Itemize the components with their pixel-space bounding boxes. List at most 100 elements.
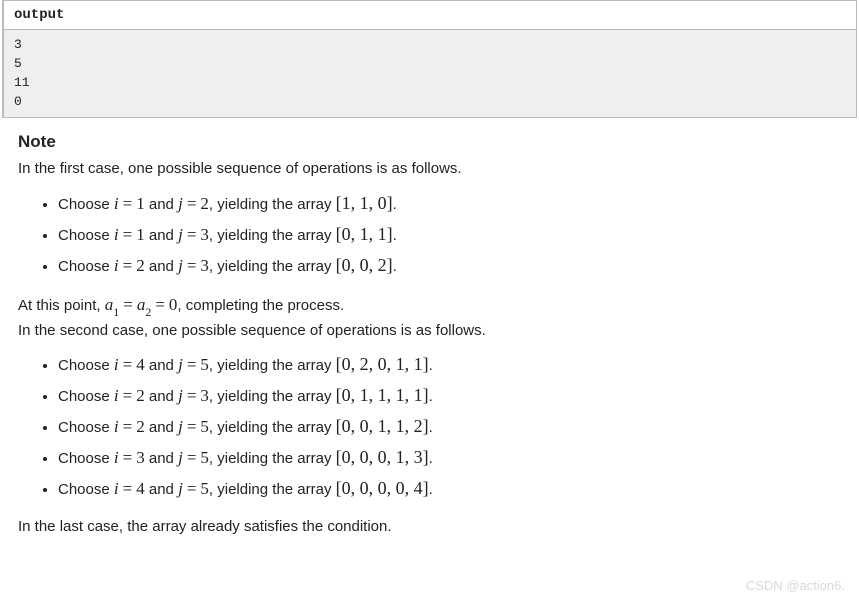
val-j: 2 bbox=[200, 194, 209, 213]
sub2: 2 bbox=[145, 305, 151, 319]
text: Choose bbox=[58, 357, 114, 374]
text: , yielding the array bbox=[209, 450, 336, 467]
text: . bbox=[429, 419, 433, 436]
text: , yielding the array bbox=[209, 227, 336, 244]
val-i: 1 bbox=[136, 194, 145, 213]
text: and bbox=[145, 388, 178, 405]
output-line: 5 bbox=[14, 56, 22, 71]
note-lastline: In the last case, the array already sati… bbox=[18, 516, 841, 538]
array: [0, 0, 2] bbox=[336, 255, 393, 275]
output-line: 11 bbox=[14, 75, 30, 90]
val-j: 5 bbox=[200, 448, 209, 467]
text: and bbox=[145, 196, 178, 213]
text: Choose bbox=[58, 388, 114, 405]
text: Choose bbox=[58, 481, 114, 498]
val-i: 4 bbox=[136, 479, 145, 498]
val-i: 2 bbox=[136, 417, 145, 436]
text: and bbox=[145, 258, 178, 275]
text: and bbox=[145, 419, 178, 436]
equals: = bbox=[119, 355, 137, 374]
note-heading: Note bbox=[18, 132, 841, 152]
val-i: 2 bbox=[136, 256, 145, 275]
text: and bbox=[145, 357, 178, 374]
case2-list: Choose i=4 and j=5, yielding the array [… bbox=[18, 351, 841, 502]
text: and bbox=[145, 227, 178, 244]
array: [0, 1, 1] bbox=[336, 224, 393, 244]
val-j: 5 bbox=[200, 417, 209, 436]
list-item: Choose i=4 and j=5, yielding the array [… bbox=[58, 351, 841, 378]
text: , completing the process. bbox=[177, 297, 344, 314]
sub1: 1 bbox=[113, 305, 119, 319]
equals: = bbox=[151, 295, 169, 314]
equals: = bbox=[119, 448, 137, 467]
list-item: Choose i=3 and j=5, yielding the array [… bbox=[58, 444, 841, 471]
list-item: Choose i=2 and j=3, yielding the array [… bbox=[58, 252, 841, 279]
text: , yielding the array bbox=[209, 258, 336, 275]
var-i: i bbox=[114, 194, 119, 213]
text: . bbox=[429, 357, 433, 374]
text: . bbox=[393, 196, 397, 213]
val-j: 3 bbox=[200, 225, 209, 244]
text: and bbox=[145, 481, 178, 498]
note-section: Note In the first case, one possible seq… bbox=[0, 132, 859, 538]
var-i: i bbox=[114, 386, 119, 405]
list-item: Choose i=1 and j=2, yielding the array [… bbox=[58, 190, 841, 217]
text: Choose bbox=[58, 227, 114, 244]
equals: = bbox=[183, 479, 201, 498]
text: , yielding the array bbox=[209, 481, 336, 498]
var-i: i bbox=[114, 448, 119, 467]
note-intro-1: In the first case, one possible sequence… bbox=[18, 158, 841, 180]
equals: = bbox=[119, 386, 137, 405]
val-i: 2 bbox=[136, 386, 145, 405]
equals: = bbox=[183, 417, 201, 436]
equals: = bbox=[119, 256, 137, 275]
text: , yielding the array bbox=[209, 196, 336, 213]
case1-list: Choose i=1 and j=2, yielding the array [… bbox=[18, 190, 841, 279]
text: , yielding the array bbox=[209, 357, 336, 374]
text: Choose bbox=[58, 196, 114, 213]
equals: = bbox=[183, 225, 201, 244]
equals: = bbox=[119, 295, 137, 314]
var-i: i bbox=[114, 256, 119, 275]
list-item: Choose i=2 and j=3, yielding the array [… bbox=[58, 382, 841, 409]
val-j: 3 bbox=[200, 256, 209, 275]
equals: = bbox=[183, 355, 201, 374]
var-i: i bbox=[114, 355, 119, 374]
equals: = bbox=[183, 386, 201, 405]
list-item: Choose i=2 and j=5, yielding the array [… bbox=[58, 413, 841, 440]
text: . bbox=[429, 450, 433, 467]
text: Choose bbox=[58, 258, 114, 275]
equals: = bbox=[119, 225, 137, 244]
array: [0, 0, 1, 1, 2] bbox=[336, 416, 429, 436]
array: [0, 1, 1, 1, 1] bbox=[336, 385, 429, 405]
text: At this point, bbox=[18, 297, 105, 314]
val-i: 1 bbox=[136, 225, 145, 244]
text: . bbox=[429, 481, 433, 498]
equals: = bbox=[119, 194, 137, 213]
text: Choose bbox=[58, 419, 114, 436]
text: . bbox=[393, 258, 397, 275]
var-i: i bbox=[114, 417, 119, 436]
val-j: 5 bbox=[200, 355, 209, 374]
val-i: 3 bbox=[136, 448, 145, 467]
text: , yielding the array bbox=[209, 419, 336, 436]
array: [0, 2, 0, 1, 1] bbox=[336, 354, 429, 374]
note-intro-2: In the second case, one possible sequenc… bbox=[18, 322, 486, 339]
var-i: i bbox=[114, 225, 119, 244]
var-a1: a bbox=[105, 295, 114, 314]
text: . bbox=[393, 227, 397, 244]
equals: = bbox=[183, 256, 201, 275]
text: Choose bbox=[58, 450, 114, 467]
equals: = bbox=[183, 194, 201, 213]
array: [0, 0, 0, 1, 3] bbox=[336, 447, 429, 467]
list-item: Choose i=1 and j=3, yielding the array [… bbox=[58, 221, 841, 248]
var-i: i bbox=[114, 479, 119, 498]
output-code-block: 3 5 11 0 bbox=[2, 29, 857, 118]
val-i: 4 bbox=[136, 355, 145, 374]
output-label: output bbox=[2, 0, 857, 29]
note-midline: At this point, a1=a2=0, completing the p… bbox=[18, 293, 841, 341]
val-j: 3 bbox=[200, 386, 209, 405]
equals: = bbox=[119, 479, 137, 498]
output-line: 0 bbox=[14, 94, 22, 109]
text: . bbox=[429, 388, 433, 405]
